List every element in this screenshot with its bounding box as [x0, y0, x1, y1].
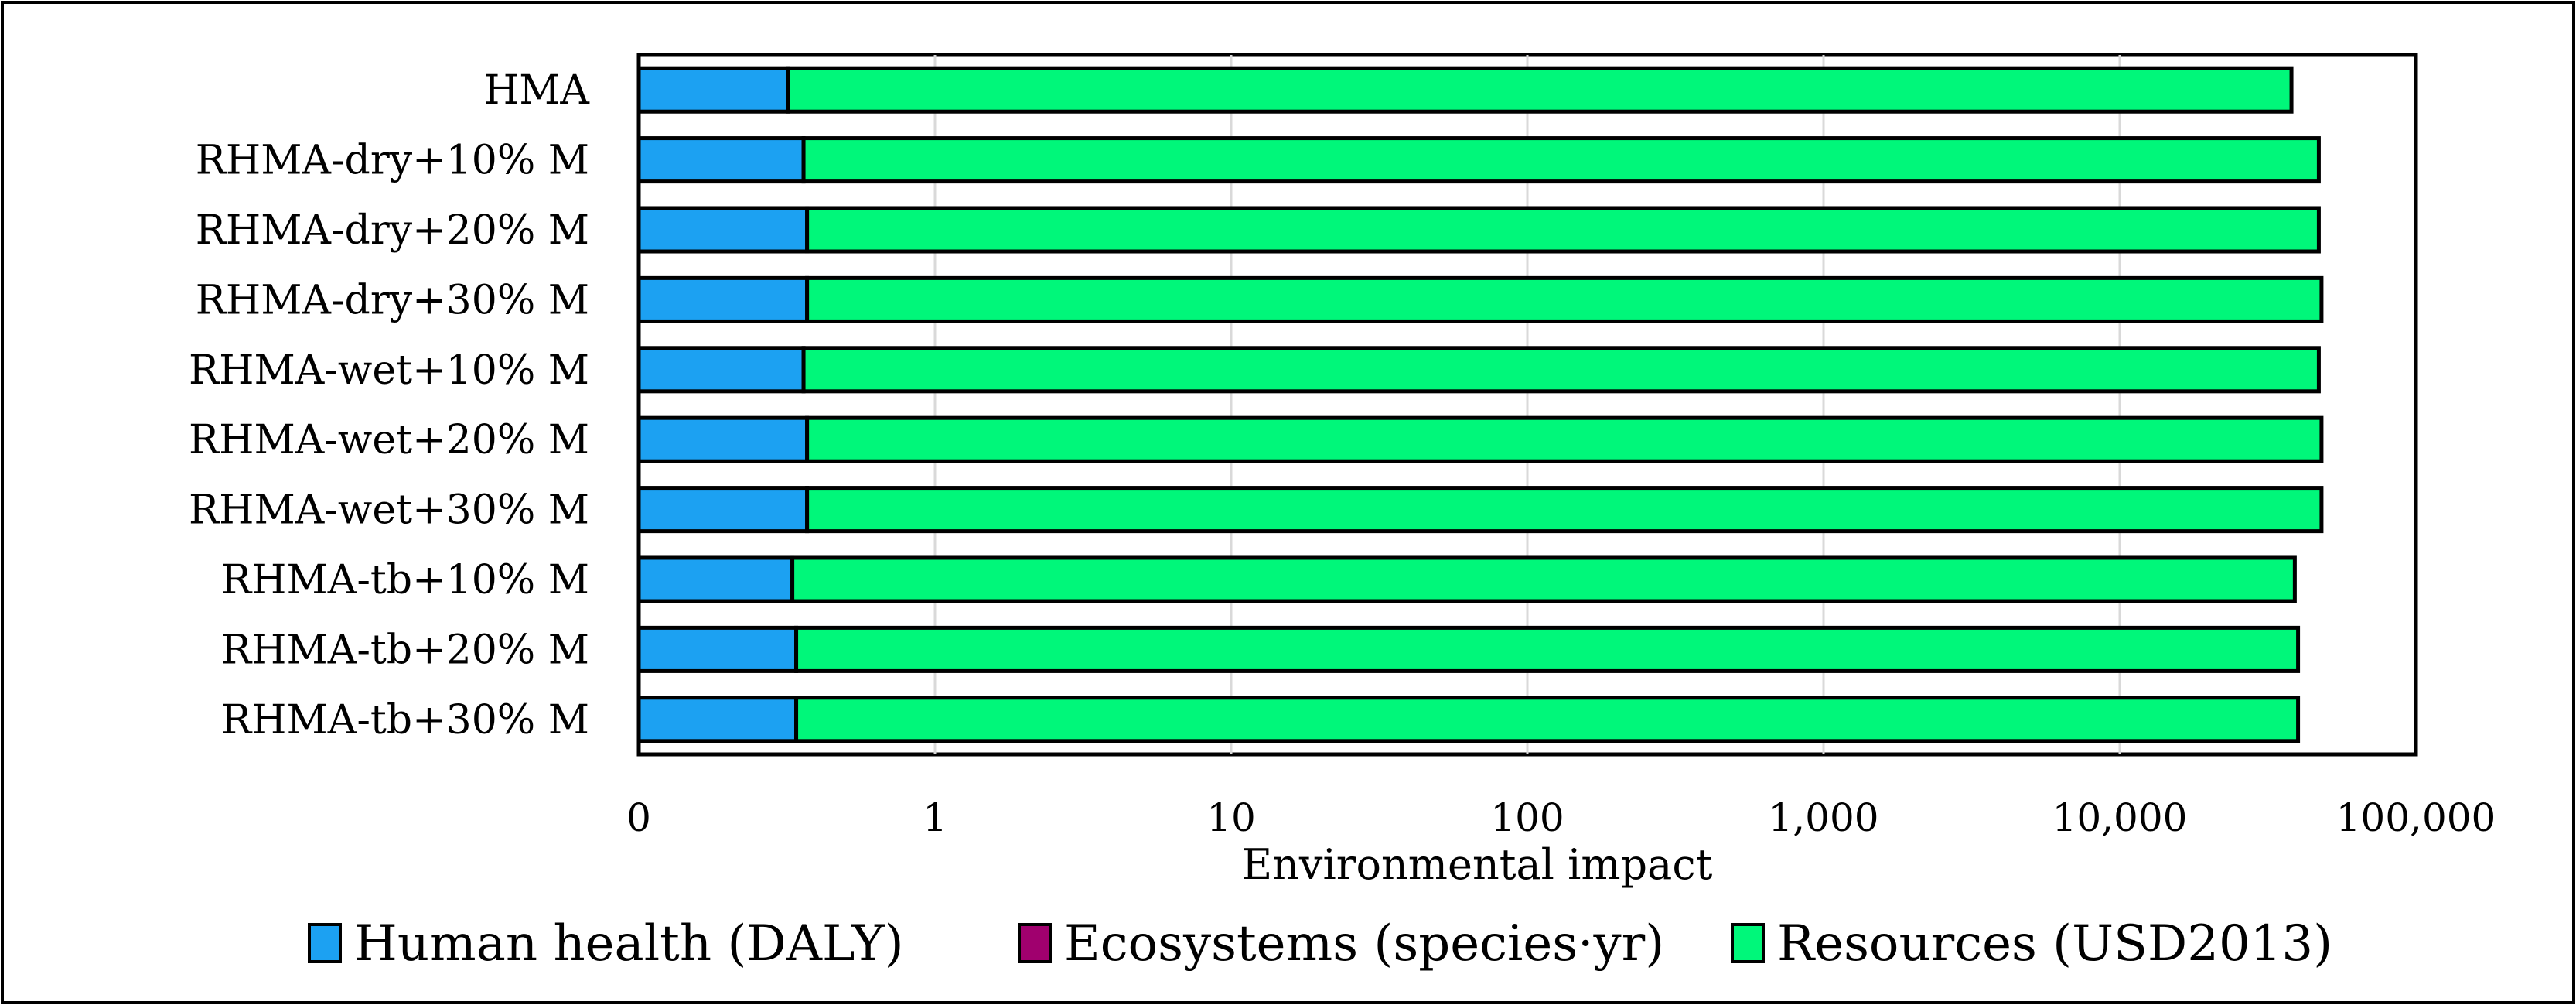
category-label: RHMA-wet+20% M: [189, 417, 589, 463]
legend: Human health (DALY) Ecosystems (species·y…: [308, 915, 2332, 973]
bar-segment: [636, 346, 806, 394]
bar-segment: [636, 415, 810, 463]
bar-segment: [636, 275, 810, 323]
legend-swatch: [308, 923, 342, 963]
bar-segment: [805, 206, 2321, 254]
x-tick-label: 100: [1490, 795, 1564, 840]
x-tick-label: 100,000: [2336, 795, 2496, 840]
bar-segment: [801, 136, 2321, 184]
bar-segment: [636, 486, 810, 534]
x-tick-label: 0: [626, 795, 651, 840]
category-label: RHMA-wet+30% M: [189, 487, 589, 534]
x-tick-label: 1,000: [1768, 795, 1878, 840]
legend-swatch: [1731, 923, 1765, 963]
x-tick-label: 10,000: [2052, 795, 2188, 840]
legend-swatch: [1018, 923, 1052, 963]
category-label: RHMA-wet+10% M: [189, 347, 589, 394]
bar-segment: [786, 66, 2294, 114]
bar-segment: [801, 346, 2321, 394]
bar-segment: [636, 206, 810, 254]
bar-segment: [805, 275, 2324, 323]
category-labels: HMA RHMA-dry+10% M RHMA-dry+20% M RHMA-dry+…: [189, 67, 590, 743]
category-label: RHMA-tb+10% M: [221, 557, 589, 603]
bar-segment: [636, 696, 799, 743]
bar-segment: [636, 555, 795, 603]
bar-segment: [805, 486, 2324, 534]
legend-label: Ecosystems (species·yr): [1064, 915, 1664, 973]
bars: [636, 66, 2324, 743]
bar-segment: [794, 625, 2301, 673]
x-tick-labels: 0 1 10 100 1,000 10,000 100,000: [626, 795, 2496, 840]
category-label: RHMA-dry+20% M: [196, 207, 589, 254]
bar-segment: [636, 66, 790, 114]
category-label: RHMA-tb+20% M: [221, 627, 589, 673]
bar-segment: [790, 555, 2297, 603]
legend-label: Human health (DALY): [354, 915, 904, 973]
category-label: RHMA-dry+30% M: [196, 277, 589, 323]
x-tick-label: 10: [1206, 795, 1256, 840]
x-axis-title: Environmental impact: [1242, 840, 1713, 889]
bar-segment: [794, 696, 2301, 743]
category-label: HMA: [484, 67, 591, 114]
bar-segment: [636, 625, 799, 673]
bar-segment: [636, 136, 806, 184]
legend-label: Resources (USD2013): [1777, 915, 2332, 973]
category-label: RHMA-tb+30% M: [221, 697, 589, 743]
x-tick-label: 1: [923, 795, 947, 840]
category-label: RHMA-dry+10% M: [196, 138, 589, 184]
bar-segment: [805, 415, 2324, 463]
